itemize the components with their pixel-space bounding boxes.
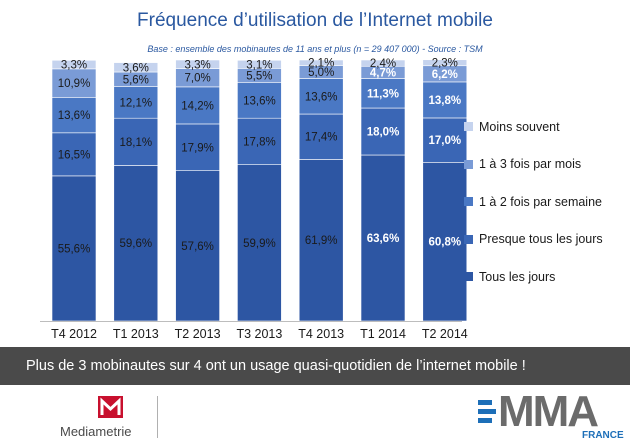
bar-segment: [360, 107, 406, 156]
bar-value-label: 5,6%: [123, 74, 149, 86]
bar-value-label: 12,1%: [119, 97, 152, 109]
bar-value-label: 2,1%: [308, 58, 334, 70]
bar-value-label: 17,4%: [305, 132, 338, 144]
bar-segment: [298, 113, 344, 160]
bar-value-label: 59,6%: [119, 238, 152, 250]
bar-value-label: 57,6%: [181, 241, 214, 253]
x-tick-label: T4 2012: [51, 327, 97, 341]
mediametrie-logo-text: Mediametrie: [60, 424, 132, 439]
bar-value-label: 18,0%: [367, 127, 400, 139]
bar-segment: [175, 170, 220, 322]
bar-segment: [175, 59, 220, 69]
bar-value-label: 2,4%: [370, 58, 396, 70]
bar-segment: [298, 159, 344, 322]
bar-value-label: 13,6%: [58, 110, 91, 122]
legend-item: Tous les jours: [464, 258, 630, 296]
chart-subtitle: Base : ensemble des mobinautes de 11 ans…: [147, 44, 483, 54]
chart-legend: Moins souvent 1 à 3 fois par mois 1 à 2 fo…: [464, 108, 630, 296]
legend-item: Presque tous les jours: [464, 221, 630, 259]
chart-title: Fréquence d’utilisation de l’Internet mo…: [137, 10, 493, 31]
legend-label: Moins souvent: [479, 119, 560, 134]
bar-segment: [51, 132, 97, 177]
bar-value-label: 55,6%: [58, 243, 91, 255]
bar-value-label: 11,3%: [367, 88, 399, 100]
bar-value-label: 13,6%: [243, 95, 276, 107]
bar-value-label: 2,3%: [432, 58, 458, 70]
bar-value-label: 14,2%: [181, 100, 214, 112]
bar-value-label: 7,0%: [184, 73, 210, 85]
bar-value-label: 59,9%: [243, 238, 276, 250]
bar-value-label: 3,3%: [184, 59, 210, 71]
x-tick-label: T1 2014: [360, 327, 406, 341]
legend-swatch: [464, 159, 473, 169]
key-finding-banner: Plus de 3 mobinautes sur 4 ont un usage …: [0, 347, 630, 385]
bar-value-label: 60,8%: [428, 237, 461, 249]
legend-swatch: [464, 272, 473, 282]
bar-segment: [51, 97, 97, 134]
bar-segment: [422, 117, 468, 163]
stacked-bar-chart: 55,6% 16,5% 13,6% 10,9% 3,3% T4 2012 59,6% 18,1…: [40, 58, 468, 341]
bar-segment: [51, 68, 97, 98]
bar-value-label: 18,1%: [119, 137, 152, 149]
bar-segment: [237, 59, 282, 69]
legend-label: Presque tous les jours: [479, 232, 603, 247]
legend-swatch: [464, 122, 473, 132]
bar-segment: [51, 59, 97, 70]
x-tick-label: T2 2013: [175, 327, 221, 341]
bar-segment: [237, 117, 282, 165]
bar-segment: [298, 78, 344, 115]
bar-value-label: 61,9%: [305, 235, 338, 247]
mma-logo-sub: FRANCE: [582, 430, 624, 440]
bar-segment: [422, 162, 468, 322]
bar-value-label: 5,5%: [246, 71, 272, 83]
bar-segment: [237, 164, 282, 322]
x-tick-label: T2 2014: [422, 327, 468, 341]
bar-value-label: 4,7%: [370, 67, 396, 79]
bar-segment: [113, 165, 159, 322]
bar-value-label: 3,6%: [123, 62, 149, 74]
bar-value-label: 16,5%: [58, 149, 91, 161]
bar-segment: [360, 154, 406, 322]
bar-value-label: 17,0%: [428, 135, 461, 147]
x-tick-label: T4 2013: [298, 327, 344, 341]
bar-value-label: 3,1%: [246, 59, 272, 71]
bar-value-label: 63,6%: [367, 233, 400, 245]
legend-label: 1 à 2 fois par semaine: [479, 194, 602, 209]
legend-swatch: [464, 197, 473, 207]
legend-label: Tous les jours: [479, 269, 556, 284]
bar-value-label: 6,2%: [432, 69, 458, 81]
bar-segment: [237, 82, 282, 119]
bar-segment: [113, 62, 159, 73]
bar-segment: [360, 59, 406, 67]
mma-france-logo-icon: MMA FRANCE: [478, 388, 624, 440]
mma-logo-letters: MMA: [498, 388, 598, 436]
bar-value-label: 5,0%: [308, 67, 334, 79]
legend-item: 1 à 3 fois par mois: [464, 146, 630, 184]
bar-value-label: 13,6%: [305, 91, 338, 103]
bar-value-label: 10,9%: [58, 78, 91, 90]
bar-segment: [298, 59, 344, 66]
legend-label: 1 à 3 fois par mois: [479, 157, 582, 172]
bar-value-label: 13,8%: [428, 95, 461, 107]
legend-item: Moins souvent: [464, 108, 630, 146]
bar-value-label: 17,9%: [181, 142, 214, 154]
banner-text: Plus de 3 mobinautes sur 4 ont un usage …: [26, 358, 526, 374]
legend-item: 1 à 2 fois par semaine: [464, 183, 630, 221]
bar-segment: [175, 123, 220, 171]
x-tick-label: T3 2013: [236, 327, 282, 341]
bar-segment: [422, 81, 468, 119]
mediametrie-logo-icon: [98, 396, 123, 418]
logo-divider: [157, 396, 158, 438]
x-tick-label: T1 2013: [113, 327, 159, 341]
bar-segment: [51, 175, 97, 322]
bar-value-label: 17,8%: [243, 136, 276, 148]
bar-value-label: 3,3%: [61, 60, 87, 72]
legend-swatch: [464, 234, 473, 244]
bar-segment: [422, 59, 468, 67]
